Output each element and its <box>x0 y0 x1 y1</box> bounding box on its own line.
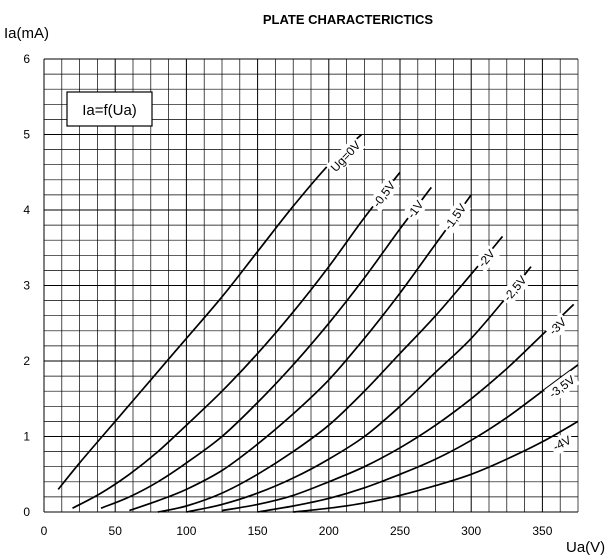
x-tick-label: 150 <box>248 524 268 538</box>
grid <box>43 58 579 513</box>
y-tick-label: 0 <box>23 505 30 519</box>
series-label-background <box>543 312 572 341</box>
series-line <box>221 303 575 512</box>
series-label: Ug=0V <box>328 138 364 174</box>
y-tick-label: 3 <box>23 279 30 293</box>
y-tick-label: 6 <box>23 52 30 66</box>
formula-box: Ia=f(Ua) <box>66 91 153 127</box>
series-label-background <box>367 176 401 213</box>
series-line <box>57 133 363 490</box>
series-label-group: -3V <box>543 312 572 341</box>
series-label-background <box>498 270 532 307</box>
y-tick-label: 4 <box>23 203 30 217</box>
series-line <box>257 364 579 513</box>
series-lines <box>57 133 579 513</box>
series-label-background <box>548 431 576 456</box>
x-tick-label: 300 <box>461 524 481 538</box>
y-tick-label: 1 <box>23 430 30 444</box>
x-axis-title: Ua(V) <box>566 539 605 556</box>
series-label-background <box>402 195 429 224</box>
y-tick-label: 5 <box>23 128 30 142</box>
x-tick-label: 250 <box>390 524 410 538</box>
series-label-background <box>473 244 500 273</box>
x-tick-label: 100 <box>176 524 196 538</box>
series-label-background <box>325 136 366 177</box>
series-label: -3V <box>546 315 569 338</box>
series-label-group: Ug=0V <box>325 136 366 177</box>
formula-annotation: Ia=f(Ua) <box>82 102 137 119</box>
series-label-group: -3,5V <box>544 370 580 403</box>
series-line <box>100 186 432 509</box>
x-tick-label: 0 <box>41 524 48 538</box>
series-line <box>72 171 401 509</box>
series-line <box>157 235 504 513</box>
y-tick-label: 2 <box>23 354 30 368</box>
tick-labels: 0 50 100 150 200 250 300 350 0 1 2 3 4 5 6 <box>23 52 552 538</box>
series-label-background <box>544 370 580 403</box>
y-axis-title: Ia(mA) <box>4 25 49 42</box>
x-tick-label: 50 <box>109 524 123 538</box>
series-label-group: -1,5V <box>439 198 472 235</box>
x-tick-label: 350 <box>532 524 552 538</box>
series-label-group: -4V <box>548 431 576 456</box>
series-line <box>293 420 579 513</box>
series-line <box>129 194 472 512</box>
series-label-group: -1V <box>402 195 429 224</box>
x-tick-label: 200 <box>319 524 339 538</box>
chart-title: PLATE CHARACTERICTICS <box>263 12 434 27</box>
series-label-background <box>439 198 472 235</box>
series-line <box>186 266 532 513</box>
